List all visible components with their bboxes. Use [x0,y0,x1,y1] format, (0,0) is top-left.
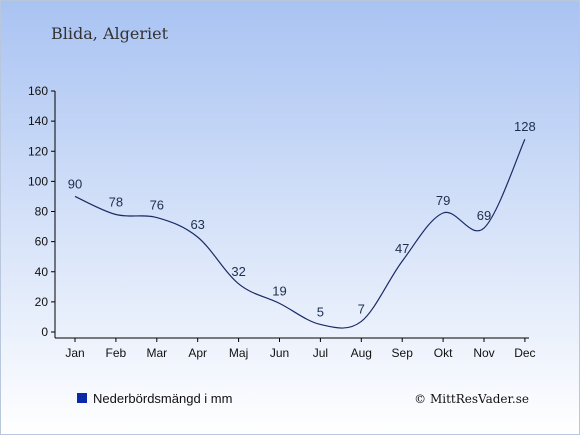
y-tick-label: 140 [28,114,48,128]
legend-swatch [77,393,87,403]
data-labels: 90 78 76 63 32 19 5 7 47 79 69 128 [68,119,536,319]
y-tick-label: 0 [41,325,48,339]
data-label: 76 [150,198,164,213]
x-tick-label: Dec [514,346,535,360]
data-label: 90 [68,176,82,191]
x-tick-label: Okt [434,346,453,360]
chart-title: Blida, Algeriet [51,24,169,43]
y-tick-label: 40 [35,265,49,279]
credit-text: © MittResVader.se [414,392,529,406]
x-tick-label: Jul [313,346,328,360]
chart-axes: 0 20 40 60 80 100 120 140 160 Jan Feb Mar Apr Maj Jun J… [28,84,536,360]
series-group [74,138,526,329]
x-tick-label: Feb [106,346,127,360]
data-label: 63 [190,217,204,232]
y-tick-label: 60 [35,235,49,249]
data-label: 128 [514,119,536,134]
x-tick-label: Sep [392,346,414,360]
y-tick-label: 100 [28,174,48,188]
y-tick-label: 80 [35,205,49,219]
x-tick-label: Mar [146,346,167,360]
data-label: 47 [395,241,409,256]
data-label: 79 [436,193,450,208]
legend-label: Nederbördsmängd i mm [93,391,232,406]
data-label: 7 [358,301,365,316]
data-label: 69 [477,208,491,223]
x-tick-label: Aug [351,346,372,360]
y-tick-label: 160 [28,84,48,98]
x-tick-label: Jan [65,346,84,360]
y-tick-label: 20 [35,295,49,309]
y-tick-label: 120 [28,144,48,158]
data-label: 78 [109,195,123,210]
data-label: 5 [317,304,324,319]
legend: Nederbördsmängd i mm [77,391,232,406]
data-label: 32 [231,264,245,279]
data-label: 19 [272,283,286,298]
x-tick-label: Maj [229,346,248,360]
x-tick-label: Apr [188,346,207,360]
x-tick-label: Jun [270,346,289,360]
series-line [74,138,526,329]
x-tick-label: Nov [473,346,494,360]
